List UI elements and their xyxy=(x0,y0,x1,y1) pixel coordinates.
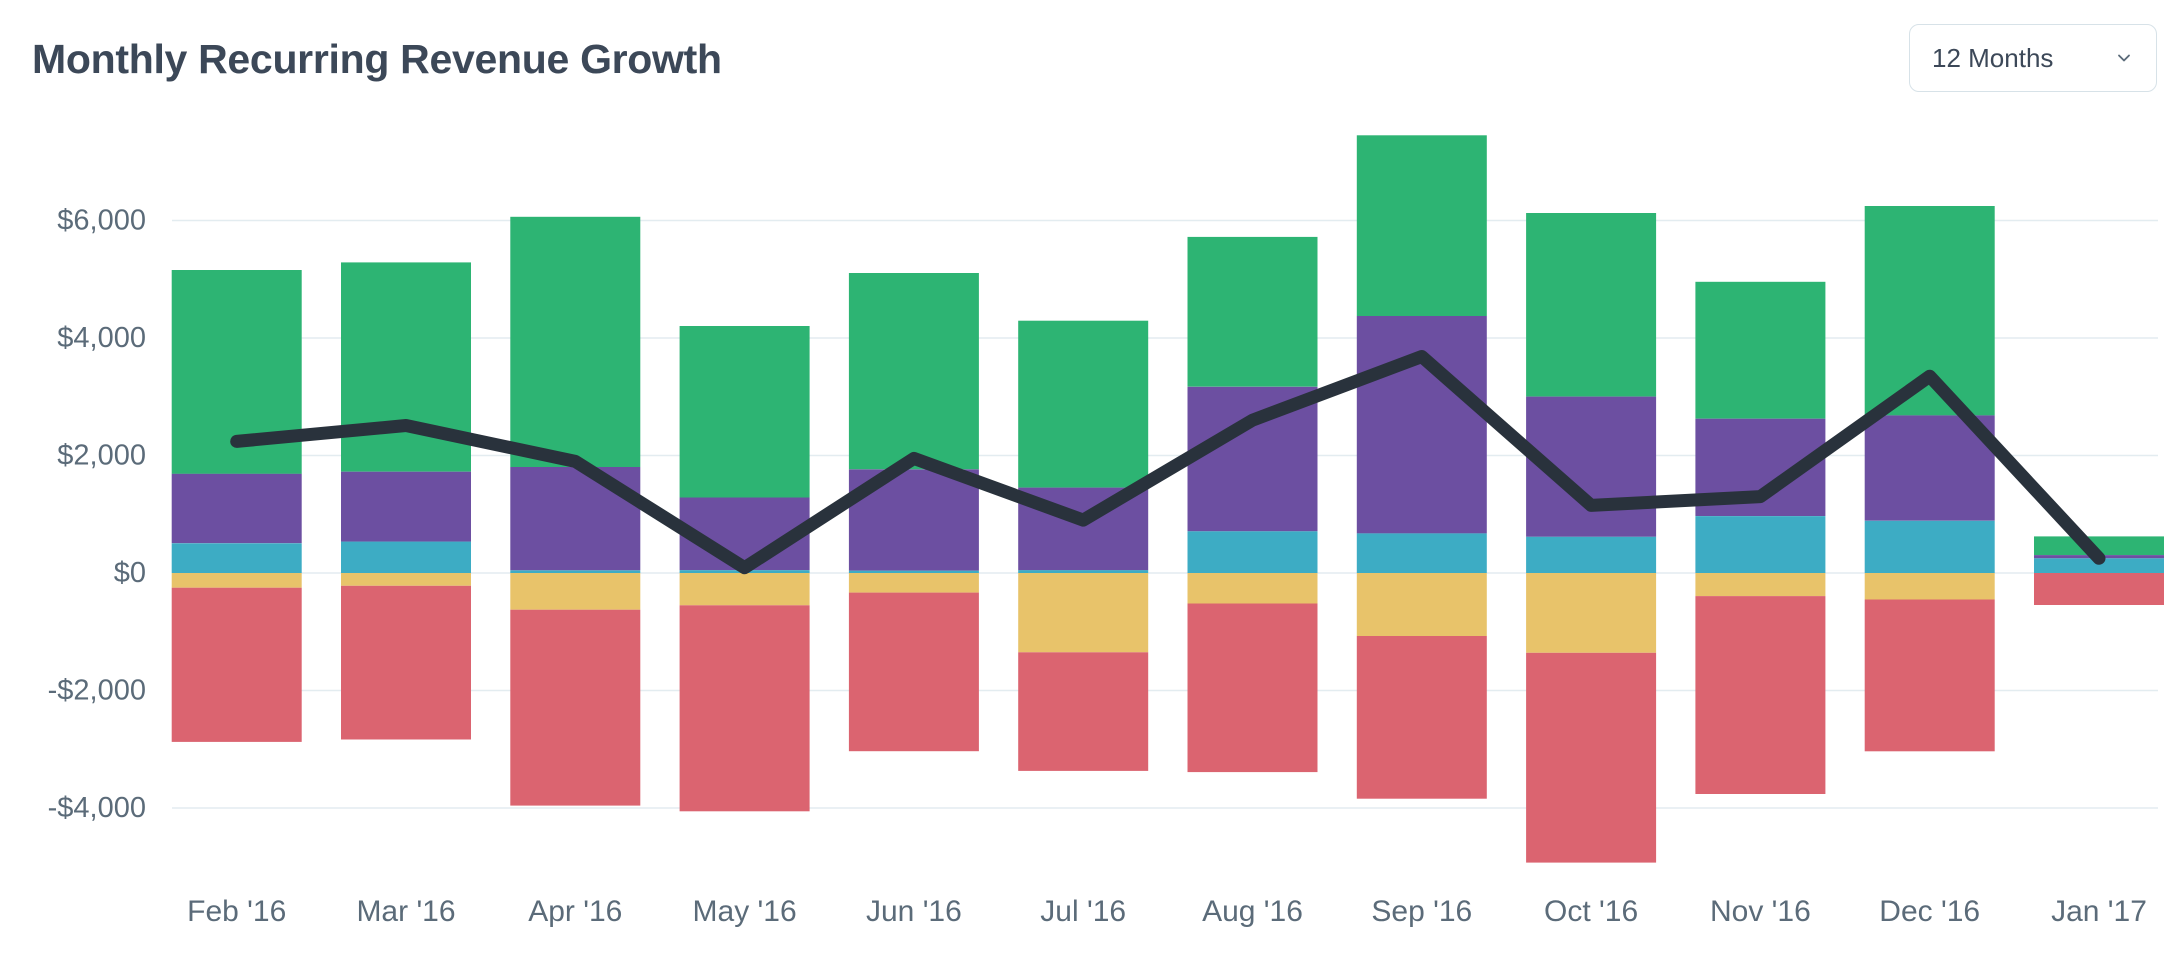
svg-text:$0: $0 xyxy=(114,557,146,589)
svg-text:$6,000: $6,000 xyxy=(57,205,146,237)
svg-text:Aug '16: Aug '16 xyxy=(1202,895,1303,928)
svg-text:Feb '16: Feb '16 xyxy=(187,895,286,928)
svg-text:-$2,000: -$2,000 xyxy=(48,675,146,707)
svg-text:Mar '16: Mar '16 xyxy=(356,895,455,928)
svg-text:-$4,000: -$4,000 xyxy=(48,792,146,824)
svg-text:May '16: May '16 xyxy=(693,895,797,928)
svg-text:Jul '16: Jul '16 xyxy=(1040,895,1126,928)
svg-text:Jun '16: Jun '16 xyxy=(866,895,962,928)
svg-text:Jan '17: Jan '17 xyxy=(2051,895,2147,928)
svg-text:Apr '16: Apr '16 xyxy=(528,895,622,928)
svg-text:$2,000: $2,000 xyxy=(57,440,146,472)
svg-text:$4,000: $4,000 xyxy=(57,322,146,354)
svg-text:Oct '16: Oct '16 xyxy=(1544,895,1638,928)
svg-text:Dec '16: Dec '16 xyxy=(1879,895,1980,928)
svg-text:Sep '16: Sep '16 xyxy=(1371,895,1472,928)
svg-text:Nov '16: Nov '16 xyxy=(1710,895,1811,928)
